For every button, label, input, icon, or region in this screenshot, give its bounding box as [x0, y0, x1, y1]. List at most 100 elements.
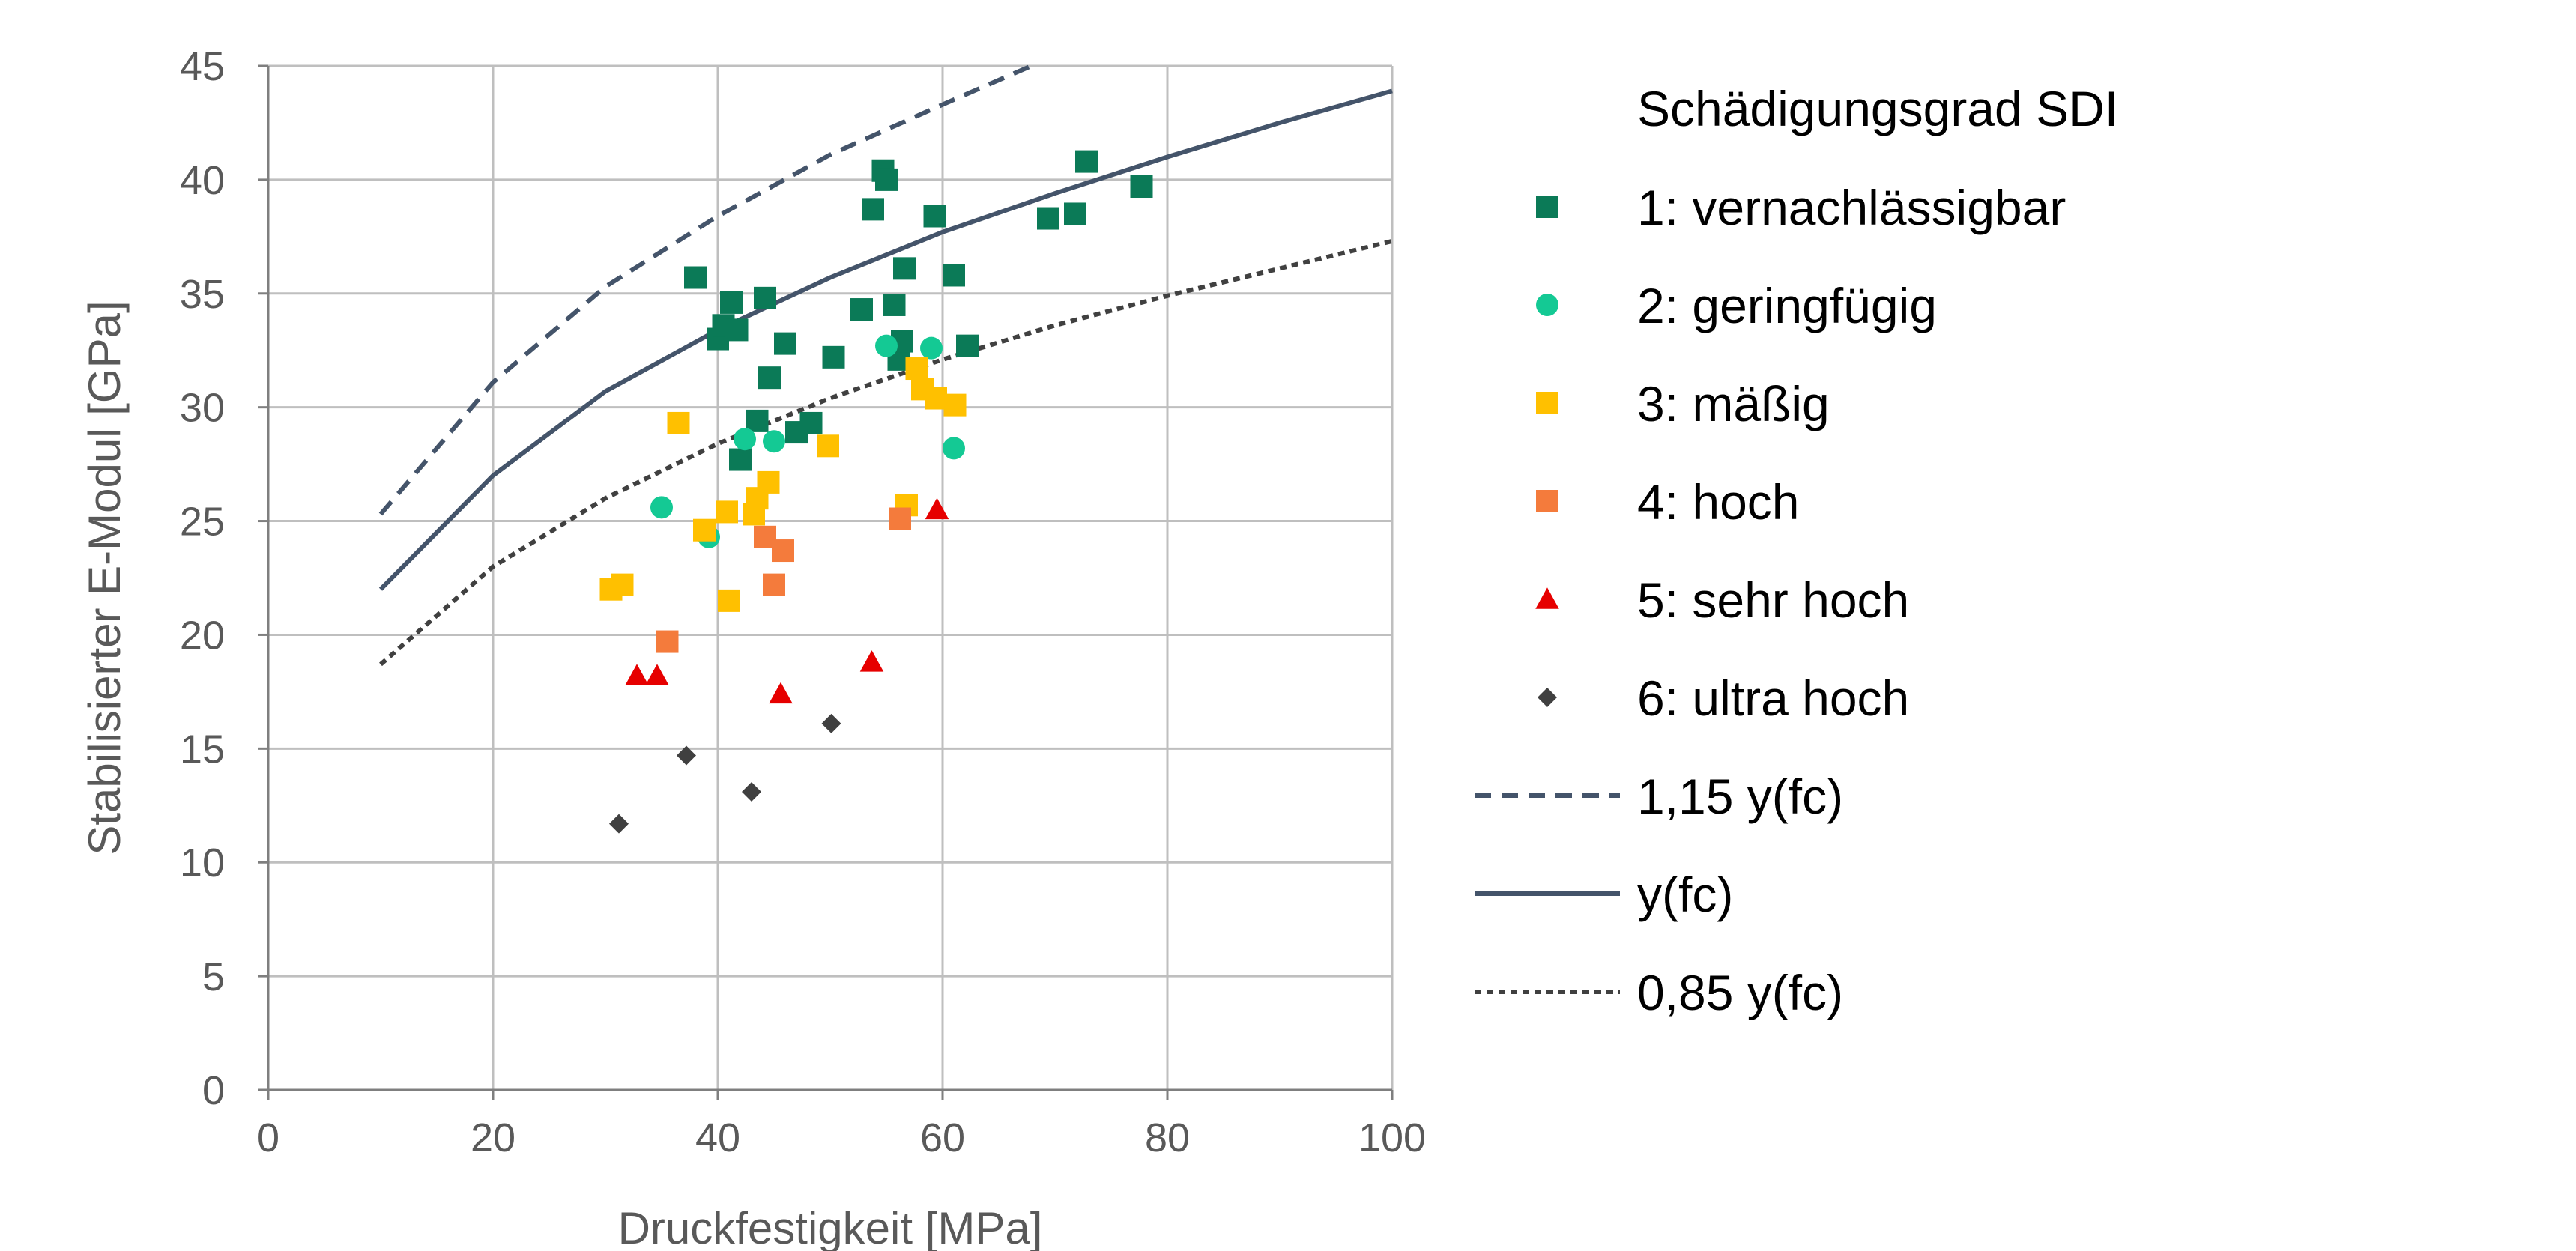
data-point — [758, 366, 781, 390]
y-tick-label: 15 — [180, 727, 225, 772]
legend-item: 1,15 y(fc) — [1475, 769, 1843, 824]
data-point — [677, 745, 696, 766]
legend-label: y(fc) — [1637, 867, 1733, 922]
data-point — [1130, 175, 1153, 199]
legend-label: 1,15 y(fc) — [1637, 769, 1843, 824]
series-points-2 — [599, 357, 967, 612]
data-point — [667, 411, 690, 434]
y-tick-label: 10 — [180, 840, 225, 885]
data-point — [772, 539, 794, 563]
series-curve-6 — [378, 64, 1032, 516]
legend-label: 0,85 y(fc) — [1637, 965, 1843, 1020]
data-point — [875, 334, 898, 357]
data-point — [693, 518, 716, 542]
data-point — [684, 266, 707, 289]
legend-item: 2: geringfügig — [1536, 278, 1937, 333]
y-tick-label: 40 — [180, 158, 225, 203]
data-point — [817, 434, 839, 458]
data-point — [718, 589, 740, 612]
data-point — [956, 334, 979, 357]
y-tick-label: 25 — [180, 500, 225, 545]
data-point — [822, 345, 845, 369]
data-point — [821, 713, 841, 733]
legend-marker-swatch — [1536, 196, 1558, 218]
data-point — [943, 393, 967, 417]
data-point — [650, 496, 673, 519]
y-tick-label: 0 — [202, 1068, 225, 1113]
series-curve-7 — [378, 88, 1393, 591]
data-point — [943, 264, 965, 287]
data-point — [905, 357, 928, 381]
data-point — [883, 293, 906, 316]
x-tick-label: 40 — [695, 1115, 740, 1160]
data-point — [774, 332, 796, 355]
data-point — [859, 650, 884, 672]
data-series — [378, 64, 1393, 834]
y-tick-label: 45 — [180, 44, 225, 89]
data-point — [920, 336, 943, 360]
legend-label: 1: vernachlässigbar — [1637, 180, 2066, 235]
series-curve-8 — [379, 238, 1393, 667]
series-points-1 — [650, 334, 965, 548]
data-point — [1064, 202, 1086, 225]
y-tick-label: 20 — [180, 613, 225, 658]
data-point — [746, 409, 769, 432]
axes: 0 20 40 60 80 100 0 5 10 15 20 25 30 35 40 45 — [180, 44, 1426, 1160]
data-point — [725, 318, 749, 342]
legend: Schädigungsgrad SDI 1: vernachlässigbar 2… — [1475, 81, 2118, 1020]
legend-marker-swatch — [1536, 294, 1558, 316]
series-line — [378, 88, 1393, 591]
y-axis-title: Stabilisierter E-Modul [GPa] — [79, 300, 130, 855]
series-points-3 — [656, 507, 911, 653]
data-point — [720, 291, 743, 314]
data-point — [757, 470, 780, 494]
legend-marker-swatch — [1535, 587, 1559, 609]
data-point — [1075, 150, 1098, 173]
data-point — [734, 428, 756, 451]
x-tick-label: 0 — [257, 1115, 279, 1160]
legend-marker-swatch — [1536, 490, 1558, 512]
grid — [267, 64, 1394, 1091]
data-point — [763, 430, 785, 453]
x-tick-label: 20 — [471, 1115, 515, 1160]
series-points-5 — [609, 713, 841, 834]
legend-marker-swatch — [1536, 392, 1558, 414]
data-point — [645, 664, 669, 685]
data-point — [923, 205, 946, 228]
data-point — [754, 286, 776, 309]
legend-label: 5: sehr hoch — [1637, 572, 1909, 628]
legend-item: y(fc) — [1475, 867, 1733, 922]
legend-item: 1: vernachlässigbar — [1536, 180, 2066, 235]
data-point — [943, 437, 965, 460]
legend-item: 0,85 y(fc) — [1475, 965, 1843, 1020]
legend-item: 4: hoch — [1536, 474, 1800, 530]
legend-label: 2: geringfügig — [1637, 278, 1937, 333]
y-tick-label: 30 — [180, 386, 225, 431]
y-tick-label: 5 — [202, 954, 225, 999]
series-line — [378, 64, 1032, 516]
series-line — [379, 238, 1393, 667]
legend-item: 5: sehr hoch — [1535, 572, 1909, 628]
data-point — [742, 782, 761, 802]
legend-label: 4: hoch — [1637, 474, 1800, 530]
data-point — [925, 387, 947, 410]
data-point — [893, 257, 916, 280]
legend-item: 3: mäßig — [1536, 376, 1830, 431]
data-point — [729, 448, 752, 471]
data-point — [611, 573, 634, 596]
data-point — [850, 298, 873, 321]
y-tick-label: 35 — [180, 272, 225, 317]
legend-label: 3: mäßig — [1637, 376, 1830, 431]
legend-label: 6: ultra hoch — [1637, 670, 1909, 726]
data-point — [889, 507, 911, 530]
legend-title: Schädigungsgrad SDI — [1637, 81, 2118, 136]
data-point — [875, 168, 898, 191]
x-tick-label: 100 — [1358, 1115, 1426, 1160]
x-tick-label: 60 — [920, 1115, 965, 1160]
data-point — [716, 500, 738, 524]
legend-marker-swatch — [1538, 688, 1557, 707]
data-point — [656, 630, 679, 653]
data-point — [799, 411, 823, 434]
series-points-4 — [625, 497, 949, 704]
